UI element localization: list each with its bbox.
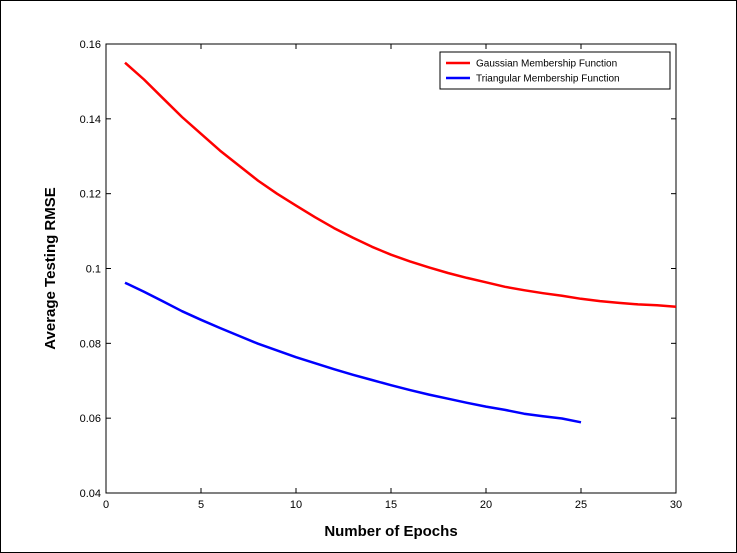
y-tick-label: 0.06 <box>80 413 101 425</box>
y-tick-label: 0.12 <box>80 189 101 201</box>
x-tick-label: 25 <box>575 499 587 511</box>
legend-box <box>439 51 671 90</box>
y-tick-label: 0.04 <box>80 488 101 500</box>
x-axis-title: Number of Epochs <box>324 523 457 540</box>
x-tick-label: 0 <box>103 499 109 511</box>
y-tick-label: 0.14 <box>80 114 101 126</box>
plot-area <box>105 43 677 494</box>
legend-entry-triangular: Triangular Membership Function <box>476 74 620 85</box>
y-tick-label: 0.1 <box>86 264 101 276</box>
legend: Gaussian Membership Function Triangular … <box>439 51 671 90</box>
series-line-gaussian <box>124 61 677 308</box>
x-tick-label: 30 <box>670 499 682 511</box>
y-tick-label: 0.08 <box>80 338 101 350</box>
ticks: 0 5 10 15 20 25 30 0.04 0.06 0.08 0.1 0.12 0.14 0.16 <box>80 39 683 511</box>
x-tick-label: 20 <box>480 499 492 511</box>
x-tick-label: 5 <box>198 499 204 511</box>
series-layer <box>124 61 677 424</box>
legend-entry-gaussian: Gaussian Membership Function <box>476 59 617 70</box>
y-tick-label: 0.16 <box>80 39 101 51</box>
x-tick-label: 15 <box>385 499 397 511</box>
y-axis-title: Average Testing RMSE <box>42 187 59 350</box>
x-tick-label: 10 <box>290 499 302 511</box>
series-line-triangular <box>124 281 582 424</box>
